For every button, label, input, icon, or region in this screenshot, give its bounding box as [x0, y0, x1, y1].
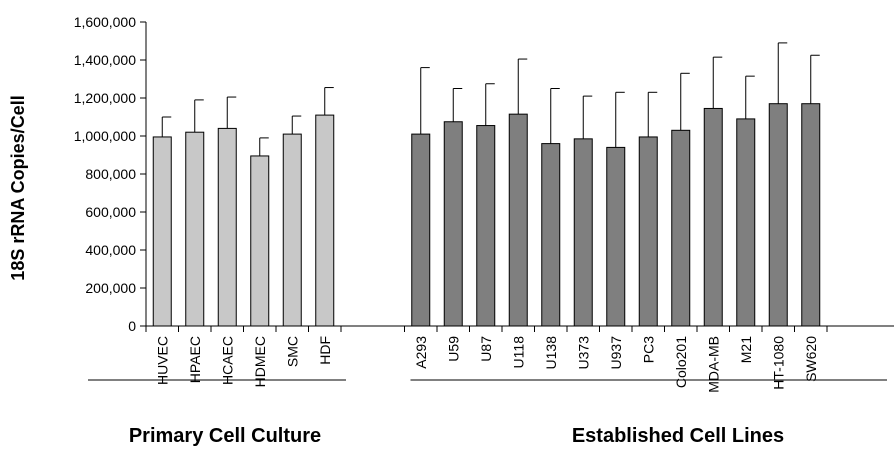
- bar: [411, 133, 431, 327]
- x-category-label: HDF: [317, 336, 333, 365]
- y-tick-label: 600,000: [85, 204, 136, 220]
- x-category-label: A293: [413, 336, 429, 369]
- bar: [250, 155, 270, 327]
- group-label: Established Cell Lines: [572, 425, 784, 447]
- bar: [606, 146, 626, 327]
- bar: [185, 131, 205, 327]
- x-category-label: HT-1080: [770, 336, 786, 390]
- bar: [152, 136, 172, 327]
- plot-area: 0 200,000 400,000 600,000 800,000 1,000,000 1,…: [74, 14, 894, 447]
- x-category-label: HUVEC: [154, 336, 170, 385]
- bar: [315, 114, 335, 327]
- bar: [573, 138, 593, 327]
- y-tick-label: 1,600,000: [74, 14, 136, 30]
- bar: [541, 143, 561, 327]
- x-category-label: U138: [543, 336, 559, 370]
- x-category-label: M21: [738, 336, 754, 363]
- y-tick-label: 1,000,000: [74, 128, 136, 144]
- x-category-label: U937: [608, 336, 624, 370]
- bar: [508, 113, 528, 327]
- bar: [703, 107, 723, 327]
- bar: [736, 118, 756, 327]
- x-category-label: PC3: [640, 336, 656, 363]
- bar: [443, 121, 463, 327]
- y-tick-label: 1,400,000: [74, 52, 136, 68]
- bar: [282, 133, 302, 327]
- bar: [476, 125, 496, 327]
- x-category-label: HPAEC: [187, 336, 203, 383]
- bar: [768, 103, 788, 327]
- bar: [801, 103, 821, 327]
- x-category-label: U59: [445, 336, 461, 362]
- y-tick-label: 0: [128, 318, 136, 334]
- x-category-label: SMC: [284, 336, 300, 367]
- x-category-label: U118: [510, 336, 526, 369]
- x-category-label: HDMEC: [252, 336, 268, 387]
- y-axis-title: 18S rRNA Copies/Cell: [8, 95, 28, 280]
- x-category-label: U373: [575, 336, 591, 370]
- bar: [671, 129, 691, 327]
- group-label: Primary Cell Culture: [129, 425, 321, 447]
- x-category-label: HCAEC: [219, 336, 235, 385]
- x-category-label: U87: [478, 336, 494, 362]
- y-tick-label: 800,000: [85, 166, 136, 182]
- y-tick-label: 200,000: [85, 280, 136, 296]
- bar: [217, 127, 237, 327]
- x-category-label: Colo201: [673, 336, 689, 388]
- x-category-label: SW620: [803, 336, 819, 382]
- bar: [638, 136, 658, 327]
- y-tick-label: 400,000: [85, 242, 136, 258]
- y-tick-label: 1,200,000: [74, 90, 136, 106]
- x-category-label: MDA-MB: [705, 336, 721, 393]
